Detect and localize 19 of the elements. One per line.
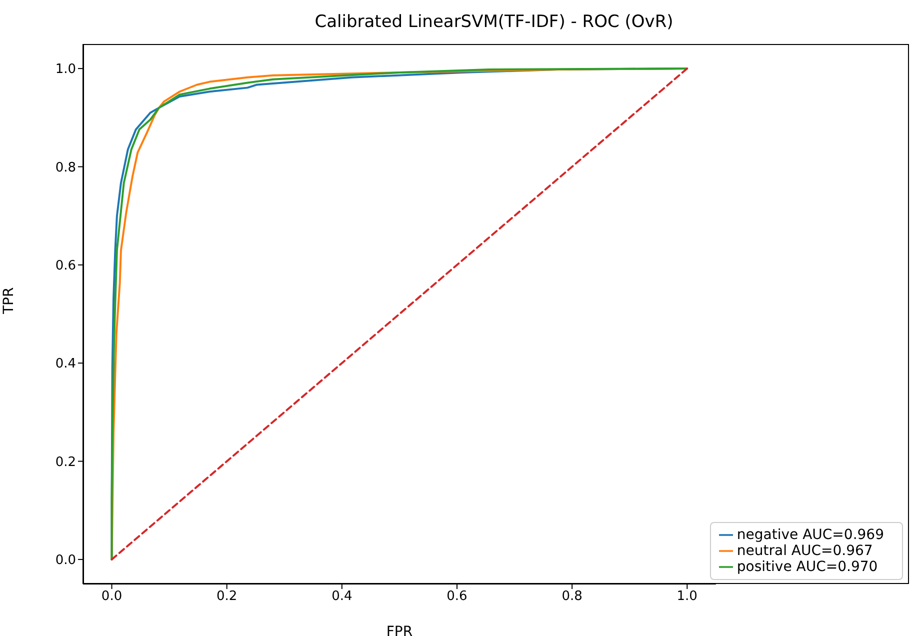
x-tick-label: 0.8	[562, 589, 582, 604]
line-series	[110, 68, 688, 560]
y-tick-label: 0.8	[55, 160, 76, 176]
legend-label: positive AUC=0.970	[736, 559, 878, 575]
legend-label: negative AUC=0.969	[736, 527, 884, 543]
legend-label: neutral AUC=0.967	[736, 543, 873, 559]
y-tick-label: 0.2	[55, 454, 76, 470]
y-axis-title: TPR	[0, 287, 17, 315]
chart-title: Calibrated LinearSVM(TF-IDF) - ROC (OvR)	[314, 12, 674, 32]
y-tick-label: 0.4	[55, 356, 76, 372]
y-tick-label: 0.0	[55, 553, 76, 568]
y-tick-label: 1.0	[55, 62, 76, 78]
y-tick-label: 0.6	[55, 258, 76, 274]
x-tick-label: 0.6	[446, 589, 468, 604]
x-tick-label: 0.0	[101, 589, 122, 604]
x-tick-label: 0.4	[332, 589, 352, 604]
x-axis-title: FPR	[386, 624, 413, 636]
x-tick-label: 0.2	[216, 589, 238, 604]
x-tick-label: 1.0	[676, 589, 698, 604]
